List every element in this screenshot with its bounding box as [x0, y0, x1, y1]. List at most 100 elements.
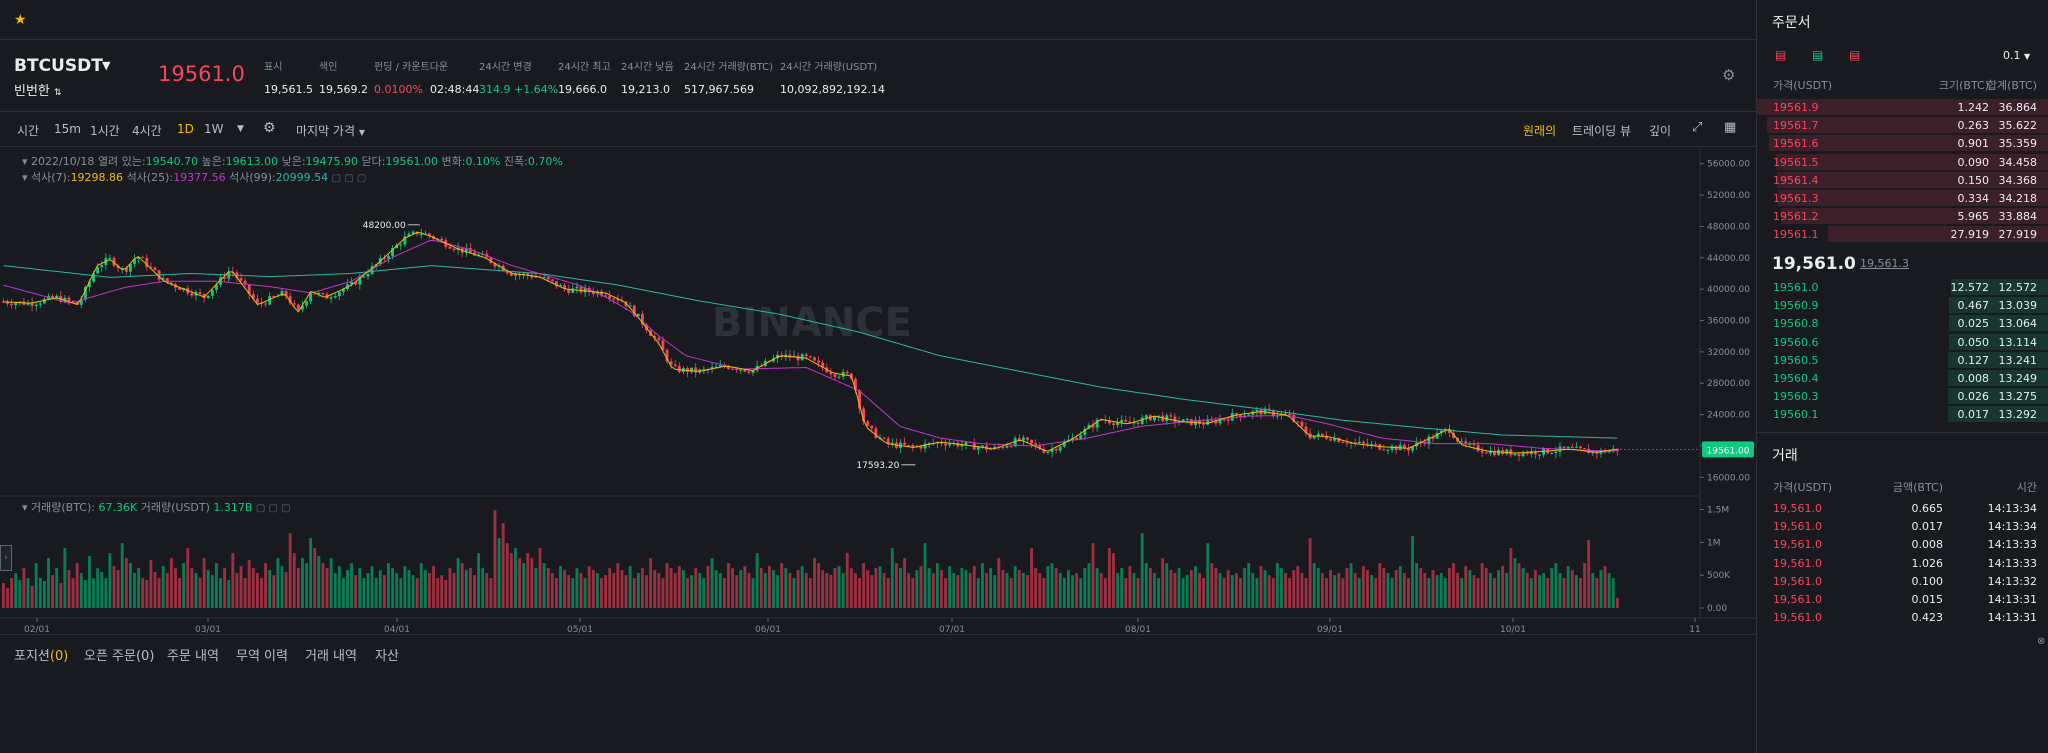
indicator-settings-icon[interactable]: ⚙	[263, 120, 276, 136]
price-chart[interactable]: 56000.00 52000.00 48000.00 44000.00 40000.00…	[0, 148, 1756, 633]
ask-row[interactable]: 19561.1 27.919 27.919	[1757, 225, 2048, 243]
tf-4h[interactable]: 4시간	[132, 124, 162, 138]
view-tradingview[interactable]: 트레이딩 뷰	[1572, 124, 1632, 138]
bid-total: 13.292	[1998, 408, 2038, 422]
favorite-star-icon[interactable]: ★	[14, 12, 27, 28]
tf-1d[interactable]: 1D	[177, 122, 194, 136]
trade-row[interactable]: 19,561.0 0.017 14:13:34	[1757, 517, 2048, 535]
symbol-name[interactable]: BTCUSDT	[14, 56, 103, 76]
trade-price: 19,561.0	[1773, 502, 1822, 515]
ma-tool-icons[interactable]: ▢ ▢ ▢	[331, 173, 367, 184]
tab-assets[interactable]: 자산	[375, 649, 399, 664]
candle-body	[1247, 414, 1251, 416]
trade-row[interactable]: 19,561.0 0.423 14:13:31	[1757, 608, 2048, 626]
volume-bar	[964, 570, 968, 608]
bid-row[interactable]: 19560.1 0.017 13.292	[1757, 405, 2048, 423]
candle-body	[153, 267, 157, 271]
orderbook-mark-price[interactable]: 19,561.3	[1860, 257, 1909, 270]
candle-body	[534, 276, 538, 278]
bid-price: 19560.4	[1773, 372, 1819, 385]
trade-total: 14:13:31	[1987, 611, 2037, 625]
candle-body	[550, 279, 554, 282]
chart-panel-toggle[interactable]: ›	[0, 545, 12, 571]
tf-1h[interactable]: 1시간	[90, 124, 120, 138]
orderbook-both-view-icon[interactable]: ▤	[1775, 48, 1787, 62]
layout-grid-icon[interactable]: ▦	[1724, 120, 1737, 135]
candle-body	[239, 278, 243, 281]
volume-bar	[186, 548, 190, 608]
orderbook-asks-view-icon[interactable]: ▤	[1849, 48, 1861, 62]
trade-row[interactable]: 19,561.0 0.665 14:13:34	[1757, 499, 2048, 517]
trade-row[interactable]: 19,561.0 1.026 14:13:33	[1757, 554, 2048, 572]
bid-row[interactable]: 19560.6 0.050 13.114	[1757, 333, 2048, 351]
chevron-down-icon[interactable]: ▼	[102, 59, 111, 72]
tab-order-history[interactable]: 주문 내역	[167, 649, 219, 664]
vol-tool-icons[interactable]: ▢ ▢ ▢	[255, 503, 291, 514]
settings-icon[interactable]: ⚙	[1722, 66, 1736, 84]
volume-bar	[1030, 548, 1034, 608]
chart-toolbar: 시간 15m 1시간 4시간 1D 1W ▼ ⚙ 마지막 가격 ▼ 원래의 트레…	[0, 112, 1756, 147]
tab-open-orders[interactable]: 오픈 주문(0)	[84, 645, 154, 664]
view-original[interactable]: 원래의	[1523, 124, 1557, 138]
trade-row[interactable]: 19,561.0 0.015 14:13:31	[1757, 590, 2048, 608]
volume-bar	[1153, 573, 1156, 608]
ask-row[interactable]: 19561.3 0.334 34.218	[1757, 189, 2048, 207]
legend-collapse-icon[interactable]: ▾	[22, 155, 28, 168]
orderbook-bids-view-icon[interactable]: ▤	[1812, 48, 1824, 62]
bid-row[interactable]: 19560.8 0.025 13.064	[1757, 314, 2048, 332]
candle-body	[1095, 419, 1099, 428]
candle-body	[1488, 450, 1492, 454]
candle-body	[522, 273, 526, 275]
volume-bar	[497, 538, 501, 608]
ask-row[interactable]: 19561.7 0.263 35.622	[1757, 116, 2048, 134]
tab-transaction-history[interactable]: 거래 내역	[305, 649, 357, 664]
candle-body	[1505, 449, 1509, 454]
volume-bar	[1308, 538, 1312, 608]
candle-body	[1447, 428, 1451, 433]
candle-body	[149, 267, 153, 269]
tf-1w[interactable]: 1W	[204, 122, 224, 136]
trade-row[interactable]: 19,561.0 0.100 14:13:32	[1757, 572, 2048, 590]
ask-row[interactable]: 19561.5 0.090 34.458	[1757, 153, 2048, 171]
ask-row[interactable]: 19561.4 0.150 34.368	[1757, 171, 2048, 189]
bid-row[interactable]: 19560.4 0.008 13.249	[1757, 369, 2048, 387]
volume-bar	[1087, 563, 1091, 608]
vol-tick-label: 1.5M	[1707, 506, 1729, 516]
fullscreen-icon[interactable]: ⤢	[1692, 120, 1703, 135]
tf-more-chevron-icon[interactable]: ▼	[237, 124, 244, 134]
candle-body	[38, 303, 42, 305]
view-depth[interactable]: 깊이	[1649, 124, 1672, 138]
ask-row[interactable]: 19561.6 0.901 35.359	[1757, 134, 2048, 152]
bid-row[interactable]: 19560.9 0.467 13.039	[1757, 296, 2048, 314]
tf-15m[interactable]: 15m	[54, 122, 81, 136]
volume-bar	[178, 578, 182, 608]
tab-positions[interactable]: 포지션(0)	[14, 645, 68, 664]
volume-bar	[436, 578, 440, 608]
ask-row[interactable]: 19561.2 5.965 33.884	[1757, 207, 2048, 225]
volume-bar	[1067, 570, 1070, 608]
volume-bar	[1001, 570, 1005, 608]
precision-select[interactable]: 0.1 ▼	[2003, 49, 2030, 62]
price-type-select[interactable]: 마지막 가격 ▼	[296, 122, 365, 139]
ohlc-legend: ▾ 2022/10/18 열려 있는:19540.70 높은:19613.00 …	[22, 153, 563, 169]
bid-row[interactable]: 19560.5 0.127 13.241	[1757, 351, 2048, 369]
bid-row[interactable]: 19561.0 12.572 12.572	[1757, 278, 2048, 296]
vol-collapse-icon[interactable]: ▾	[22, 501, 28, 514]
candle-body	[333, 296, 337, 298]
trade-row[interactable]: 19,561.0 0.008 14:13:33	[1757, 535, 2048, 553]
volume-bar	[784, 568, 788, 608]
orderbook-mid-price: 19,561.0	[1772, 254, 1856, 274]
close-icon[interactable]: ⊗	[2037, 636, 2046, 647]
volume-bar	[1234, 573, 1238, 608]
tab-trade-history[interactable]: 무역 이력	[236, 649, 288, 664]
ask-row[interactable]: 19561.9 1.242 36.864	[1757, 98, 2048, 116]
bid-row[interactable]: 19560.3 0.026 13.275	[1757, 387, 2048, 405]
trade-total: 14:13:31	[1987, 593, 2037, 606]
volume-bar	[997, 558, 1001, 608]
chart-canvas[interactable]: 56000.00 52000.00 48000.00 44000.00 40000.00…	[0, 148, 1756, 633]
depth-bar	[1948, 370, 2048, 386]
candle-body	[1476, 444, 1480, 452]
stat-24h-low: 24시간 낮음 19,213.0	[621, 58, 674, 96]
ma-collapse-icon[interactable]: ▾	[22, 171, 28, 184]
volume-bar	[698, 573, 702, 608]
